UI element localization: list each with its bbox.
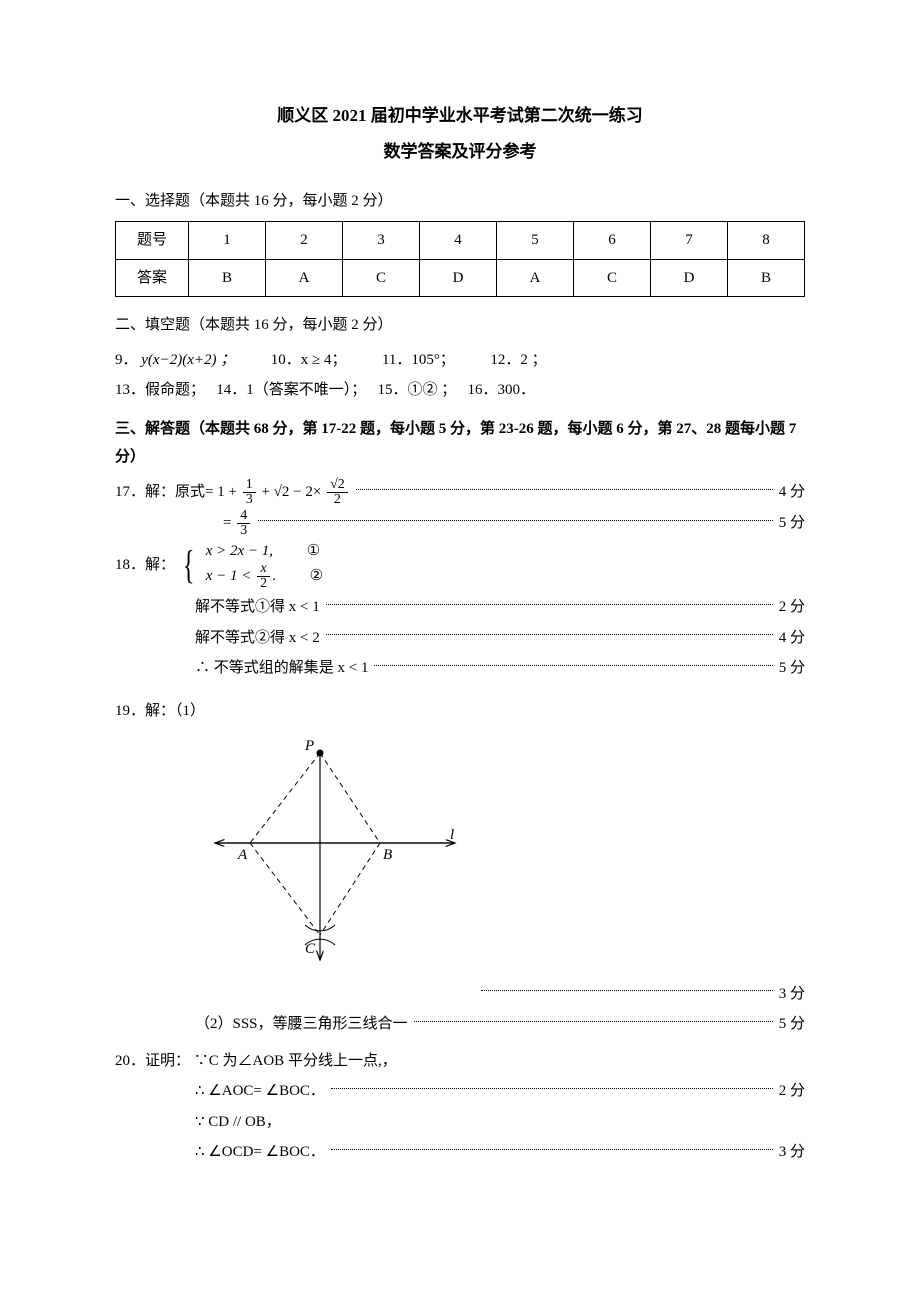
- fill-line-1: 9． y(x−2)(x+2) ； 10．x ≥ 4； 11．105°； 12．2…: [115, 346, 805, 375]
- table-row: 答案 B A C D A C D B: [116, 259, 805, 297]
- points: 2 分: [779, 593, 805, 622]
- points: 5 分: [779, 654, 805, 683]
- svg-text:B: B: [383, 847, 392, 863]
- ineq2-right: .: [272, 568, 276, 584]
- q9-label: 9．: [115, 352, 138, 368]
- svg-text:A: A: [237, 847, 248, 863]
- row-label: 答案: [116, 259, 189, 297]
- dot-leader: [258, 520, 773, 521]
- circ-2: ②: [310, 565, 323, 588]
- answer-cell: A: [266, 259, 343, 297]
- dot-leader: [326, 634, 773, 635]
- col-head: 3: [343, 222, 420, 260]
- q13: 13．假命题；: [115, 382, 205, 398]
- frac-1-3: 1 3: [243, 478, 256, 507]
- q17-one-plus: 1 +: [217, 484, 237, 500]
- doc-title: 顺义区 2021 届初中学业水平考试第二次统一练习: [115, 100, 805, 132]
- q19-label: 19．解：（1）: [115, 697, 805, 726]
- dot-leader: [356, 489, 773, 490]
- q20-label: 20．证明：: [115, 1053, 190, 1069]
- points: 3 分: [779, 980, 805, 1009]
- svg-text:P: P: [304, 738, 314, 754]
- q17-label: 17．解：原式=: [115, 484, 213, 500]
- q17-line2: = 4 3 5 分: [115, 509, 805, 538]
- section1-heading: 一、选择题（本题共 16 分，每小题 2 分）: [115, 187, 805, 216]
- q18-step1: 解不等式①得 x < 1 2 分: [115, 593, 805, 622]
- ineq1: x > 2x − 1,: [206, 543, 273, 559]
- q18-step3: ∴ 不等式组的解集是 x < 1 5 分: [115, 654, 805, 683]
- answer-cell: C: [574, 259, 651, 297]
- mc-answer-table: 题号 1 2 3 4 5 6 7 8 答案 B A C D A C D B: [115, 221, 805, 297]
- q17-mid: + √2 − 2×: [261, 484, 321, 500]
- section3-heading: 三、解答题（本题共 68 分，第 17-22 题，每小题 5 分，第 23-26…: [115, 415, 805, 472]
- points: 4 分: [779, 478, 805, 507]
- dot-leader: [331, 1149, 773, 1150]
- points: 5 分: [779, 1010, 805, 1039]
- answer-cell: B: [189, 259, 266, 297]
- circ-1: ①: [307, 540, 320, 563]
- frac-sqrt2-2: √2 2: [327, 478, 348, 507]
- dot-leader: [326, 604, 773, 605]
- points: 4 分: [779, 624, 805, 653]
- q20-line2: ∴ ∠AOC= ∠BOC． 2 分: [115, 1077, 805, 1106]
- q19-pts1: 3 分: [115, 980, 805, 1009]
- q11: 11．105°；: [382, 352, 455, 368]
- answer-cell: D: [651, 259, 728, 297]
- q19-part2: （2）SSS，等腰三角形三线合一 5 分: [115, 1010, 805, 1039]
- eq-sign: =: [223, 515, 231, 531]
- col-head: 2: [266, 222, 343, 260]
- frac-4-3: 4 3: [237, 509, 250, 538]
- col-head: 4: [420, 222, 497, 260]
- fill-line-2: 13．假命题； 14．1（答案不唯一）； 15．①② ； 16．300．: [115, 376, 805, 405]
- answer-cell: A: [497, 259, 574, 297]
- points: 2 分: [779, 1077, 805, 1106]
- q9-expr: y(x−2)(x+2) ；: [141, 352, 235, 368]
- q20-line4: ∴ ∠OCD= ∠BOC． 3 分: [115, 1138, 805, 1167]
- points: 5 分: [779, 509, 805, 538]
- dot-leader: [374, 665, 772, 666]
- q18-system: 18．解： { x > 2x − 1, ① x − 1 < x 2 . ②: [115, 540, 805, 592]
- dot-leader: [414, 1021, 773, 1022]
- answer-cell: C: [343, 259, 420, 297]
- doc-subtitle: 数学答案及评分参考: [115, 136, 805, 168]
- row-label: 题号: [116, 222, 189, 260]
- q18-step2: 解不等式②得 x < 2 4 分: [115, 624, 805, 653]
- table-row: 题号 1 2 3 4 5 6 7 8: [116, 222, 805, 260]
- svg-text:C: C: [305, 941, 316, 957]
- q19-diagram: P A B C l: [115, 735, 805, 976]
- section2-heading: 二、填空题（本题共 16 分，每小题 2 分）: [115, 311, 805, 340]
- q17-line1: 17．解：原式= 1 + 1 3 + √2 − 2× √2 2 4 分: [115, 478, 805, 507]
- q18-label: 18．解：: [115, 557, 175, 573]
- frac-x-2: x 2: [257, 562, 270, 591]
- q20-line1: 20．证明： ∵C 为∠AOB 平分线上一点,，: [115, 1047, 805, 1076]
- col-head: 6: [574, 222, 651, 260]
- points: 3 分: [779, 1138, 805, 1167]
- q20-line3: ∵ CD // OB，: [115, 1108, 805, 1137]
- q10: 10．x ≥ 4；: [271, 352, 347, 368]
- col-head: 5: [497, 222, 574, 260]
- q20-given1: ∵C 为∠AOB 平分线上一点,，: [194, 1053, 397, 1069]
- dot-leader: [331, 1088, 773, 1089]
- col-head: 8: [728, 222, 805, 260]
- ineq2-left: x − 1 <: [206, 568, 252, 584]
- q15: 15．①② ；: [378, 382, 457, 398]
- q16: 16．300．: [468, 382, 536, 398]
- answer-cell: D: [420, 259, 497, 297]
- brace-icon: {: [183, 545, 195, 585]
- svg-text:l: l: [450, 827, 454, 843]
- dot-leader: [481, 990, 773, 991]
- col-head: 1: [189, 222, 266, 260]
- col-head: 7: [651, 222, 728, 260]
- q12: 12．2 ；: [490, 352, 546, 368]
- q14: 14．1（答案不唯一）；: [216, 382, 366, 398]
- answer-cell: B: [728, 259, 805, 297]
